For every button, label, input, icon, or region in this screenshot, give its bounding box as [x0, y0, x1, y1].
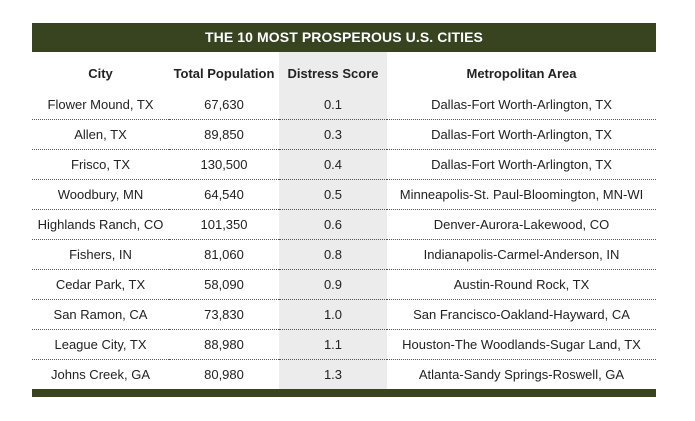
table-row: Highlands Ranch, CO 101,350 0.6 Denver-Auro… [32, 209, 656, 240]
distress-score-cell: 1.3 [279, 359, 387, 389]
population-cell: 80,980 [204, 367, 244, 382]
population-cell: 101,350 [169, 209, 279, 240]
population-cell: 81,060 [169, 239, 279, 270]
distress-score-cell: 0.4 [279, 149, 387, 180]
metro-area-cell: Indianapolis-Carmel-Anderson, IN [387, 239, 656, 270]
distress-score-cell: 0.8 [279, 239, 387, 270]
distress-score-cell: 0.6 [279, 209, 387, 240]
table-row: Johns Creek, GA 80,980 1.3 Atlanta-Sandy Sp… [32, 359, 656, 389]
distress-score-cell: 0.1 [279, 90, 387, 120]
metro-area-cell: Denver-Aurora-Lakewood, CO [387, 209, 656, 240]
population-cell: 130,500 [169, 149, 279, 180]
table-body: Flower Mound, TX 67,630 0.1 Dallas-Fort Wor… [32, 90, 656, 389]
header-row: City Total Population Distress Score Met… [32, 52, 656, 90]
header-city: City [88, 65, 113, 81]
table-row: Cedar Park, TX 58,090 0.9 Austin-Round Rock… [32, 269, 656, 300]
table-container: THE 10 MOST PROSPEROUS U.S. CITIES City … [32, 23, 656, 397]
metro-area-cell: Dallas-Fort Worth-Arlington, TX [387, 119, 656, 150]
header-metropolitan-area: Metropolitan Area [466, 65, 577, 81]
distress-score-cell: 0.5 [279, 179, 387, 210]
city-cell: Frisco, TX [32, 149, 169, 180]
city-cell: Woodbury, MN [32, 179, 169, 210]
city-cell: Cedar Park, TX [32, 269, 169, 300]
city-cell: Allen, TX [32, 119, 169, 150]
metro-area-cell: Austin-Round Rock, TX [387, 269, 656, 300]
distress-score-cell: 1.0 [279, 299, 387, 330]
table-row: Allen, TX 89,850 0.3 Dallas-Fort Worth-Arli… [32, 119, 656, 150]
table-row: Woodbury, MN 64,540 0.5 Minneapolis-St. Pau… [32, 179, 656, 210]
bottom-bar [32, 389, 656, 397]
city-cell: San Ramon, CA [32, 299, 169, 330]
city-cell: Johns Creek, GA [51, 367, 150, 382]
city-cell: Fishers, IN [32, 239, 169, 270]
header-distress-score: Distress Score [279, 52, 387, 90]
metro-area-cell: Dallas-Fort Worth-Arlington, TX [387, 149, 656, 180]
metro-area-cell: Minneapolis-St. Paul-Bloomington, MN-WI [387, 179, 656, 210]
distress-score-cell: 0.3 [279, 119, 387, 150]
table-row: League City, TX 88,980 1.1 Houston-The Wood… [32, 329, 656, 360]
metro-area-cell: Houston-The Woodlands-Sugar Land, TX [387, 329, 656, 360]
table-row: Frisco, TX 130,500 0.4 Dallas-Fort Worth-Ar… [32, 149, 656, 180]
metro-area-cell: Dallas-Fort Worth-Arlington, TX [387, 90, 656, 120]
metro-area-cell: Atlanta-Sandy Springs-Roswell, GA [418, 367, 625, 382]
distress-score-cell: 0.9 [279, 269, 387, 300]
table-row: San Ramon, CA 73,830 1.0 San Francisco-Oakl… [32, 299, 656, 330]
population-cell: 58,090 [169, 269, 279, 300]
metro-area-cell: San Francisco-Oakland-Hayward, CA [387, 299, 656, 330]
table-title: THE 10 MOST PROSPEROUS U.S. CITIES [32, 23, 656, 52]
distress-score-cell: 1.1 [279, 329, 387, 360]
table-row: Fishers, IN 81,060 0.8 Indianapolis-Carmel-… [32, 239, 656, 270]
table-row: Flower Mound, TX 67,630 0.1 Dallas-Fort Wor… [32, 90, 656, 120]
header-total-population: Total Population [173, 65, 275, 81]
population-cell: 64,540 [169, 179, 279, 210]
population-cell: 89,850 [169, 119, 279, 150]
city-cell: League City, TX [32, 329, 169, 360]
population-cell: 67,630 [169, 90, 279, 120]
city-cell: Flower Mound, TX [32, 90, 169, 120]
data-table: City Total Population Distress Score Met… [32, 52, 656, 389]
city-cell: Highlands Ranch, CO [32, 209, 169, 240]
population-cell: 73,830 [169, 299, 279, 330]
population-cell: 88,980 [169, 329, 279, 360]
